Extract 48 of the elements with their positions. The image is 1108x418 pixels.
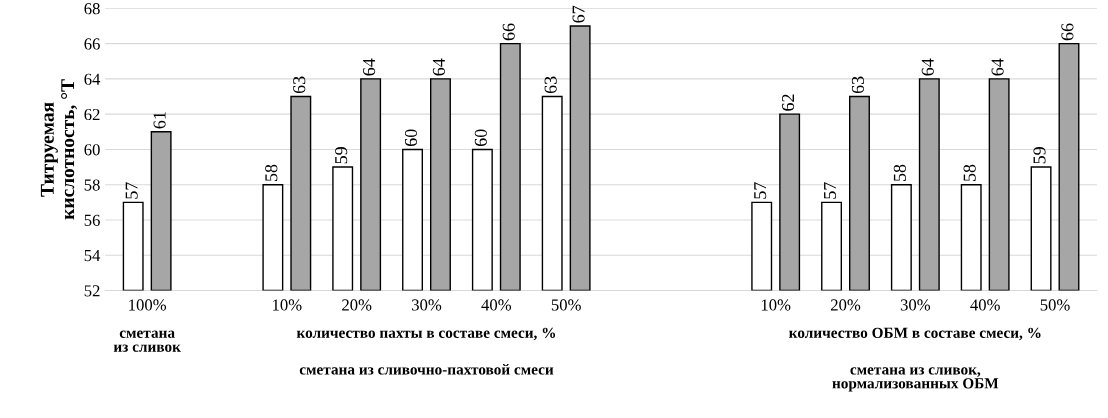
data-label: 59 xyxy=(1033,147,1046,164)
data-label: 64 xyxy=(991,58,1004,76)
x-tick-label: 50% xyxy=(1040,299,1070,311)
data-label: 58 xyxy=(963,164,976,182)
x-tick-label: 20% xyxy=(830,299,861,311)
y-tick-label: 58 xyxy=(84,179,100,191)
text: сметана из сливок xyxy=(113,330,181,352)
data-label: 57 xyxy=(125,182,138,199)
data-label: 60 xyxy=(474,129,487,147)
y-tick-label: 56 xyxy=(84,214,100,226)
data-label: 57 xyxy=(824,182,837,199)
y-axis-title: Титруемая кислотность, °Т xyxy=(40,79,78,220)
y-tick-label: 66 xyxy=(84,38,100,50)
data-label: 62 xyxy=(782,94,795,111)
y-tick-label: 68 xyxy=(84,3,100,15)
data-label: 66 xyxy=(502,23,515,41)
data-label: 58 xyxy=(265,164,278,182)
data-label: 64 xyxy=(921,58,934,76)
x-tick-label: 10% xyxy=(761,299,791,311)
y-tick-label: 54 xyxy=(84,250,101,262)
data-label: 61 xyxy=(153,112,166,129)
x-tick-label: 50% xyxy=(551,299,581,311)
data-label: 64 xyxy=(432,58,445,76)
x-tick-label: 100% xyxy=(129,299,167,311)
text: сметана из сливок, нормализованных ОБМ xyxy=(832,367,999,392)
data-label: 66 xyxy=(1061,23,1074,41)
data-label: 58 xyxy=(893,164,906,182)
x-tick-label: 30% xyxy=(900,299,931,311)
data-label: 63 xyxy=(544,76,557,94)
data-label: 64 xyxy=(363,58,376,76)
data-label: 60 xyxy=(404,129,418,147)
y-tick-label: 60 xyxy=(84,144,100,156)
x-tick-label: 40% xyxy=(970,299,1000,311)
data-label: 59 xyxy=(335,147,348,164)
x-tick-label: 40% xyxy=(481,299,512,311)
y-tick-label: 52 xyxy=(84,285,100,297)
x-tick-label: 10% xyxy=(273,299,302,311)
text: количество ОБМ в составе смеси, % xyxy=(789,327,1041,341)
data-label: 63 xyxy=(293,76,306,94)
text: количество пахты в составе смеси, % xyxy=(296,327,556,341)
x-tick-label: 20% xyxy=(342,299,372,311)
data-label: 67 xyxy=(572,5,585,23)
data-label: 57 xyxy=(754,182,767,199)
y-tick-label: 64 xyxy=(84,73,101,85)
x-tick-label: 30% xyxy=(412,299,442,311)
y-tick-label: 62 xyxy=(84,108,100,121)
text: сметана из сливочно-пахтовой смеси xyxy=(299,363,554,375)
data-label: 63 xyxy=(851,76,864,94)
